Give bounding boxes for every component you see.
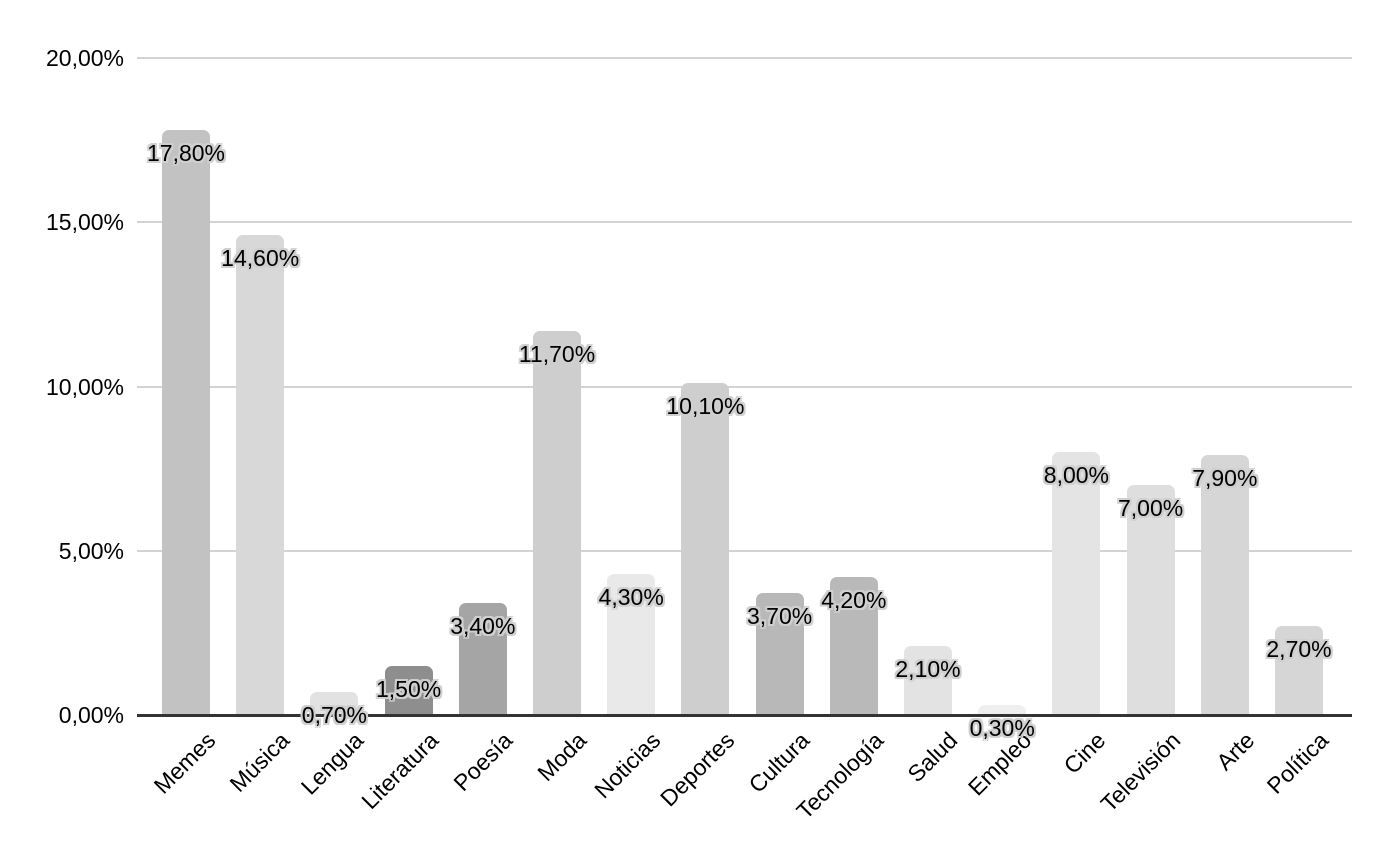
value-label-tecnologia: 4,20%	[821, 587, 887, 614]
value-label-cine: 8,00%	[1043, 462, 1109, 489]
value-label-politica: 2,70%	[1266, 636, 1332, 663]
value-label-poesia: 3,40%	[450, 613, 516, 640]
x-axis-label-politica: Política	[1261, 727, 1334, 799]
y-axis-tick: 5,00%	[58, 537, 124, 564]
bar-salud	[904, 646, 952, 715]
value-label-cultura: 3,70%	[746, 603, 813, 630]
value-label-salud: 2,10%	[895, 656, 961, 682]
x-axis-label-arte: Arte	[1210, 727, 1260, 776]
x-axis-label-poesia: Poesía	[448, 727, 518, 797]
x-axis-label-musica: Música	[224, 727, 295, 797]
value-label-memes: 17,80%	[146, 140, 226, 167]
x-axis-line	[137, 714, 1352, 717]
bar-deportes	[681, 383, 730, 715]
value-label-lengua: 0,70%	[301, 702, 367, 728]
bar-cine	[1052, 452, 1101, 715]
bar-literatura	[384, 665, 433, 715]
bar-lengua	[310, 692, 359, 715]
gridline-5	[137, 549, 1352, 552]
value-label-television: 7,00%	[1117, 495, 1184, 522]
x-axis-label-television: Televisión	[1095, 727, 1185, 817]
bar-arte	[1200, 455, 1249, 715]
bar-musica	[236, 235, 285, 715]
bar-empleo	[978, 705, 1027, 715]
x-axis-label-memes: Memes	[148, 727, 221, 799]
value-label-moda: 11,70%	[518, 340, 596, 367]
bar-tecnologia	[829, 577, 878, 715]
y-axis-tick: 0,00%	[58, 702, 124, 728]
bar-noticias	[607, 573, 656, 715]
value-label-empleo: 0,30%	[969, 715, 1035, 742]
x-axis-label-cultura: Cultura	[743, 727, 814, 798]
bar-television	[1126, 485, 1175, 715]
y-axis-tick: 15,00%	[45, 209, 124, 236]
value-label-noticias: 4,30%	[598, 583, 664, 610]
x-axis-label-salud: Salud	[902, 727, 963, 787]
x-axis-label-literatura: Literatura	[355, 727, 443, 815]
bar-moda	[533, 330, 581, 715]
value-label-arte: 7,90%	[1192, 465, 1258, 492]
bar-cultura	[755, 593, 804, 715]
y-axis-tick: 20,00%	[45, 45, 124, 71]
x-axis-label-empleo: Empleo	[963, 727, 1037, 801]
x-axis-label-deportes: Deportes	[655, 727, 740, 812]
bar-poesia	[458, 603, 507, 715]
gridline-20	[137, 57, 1352, 59]
x-axis-label-tecnologia: Tecnología	[791, 727, 889, 825]
x-axis-label-cine: Cine	[1058, 727, 1111, 779]
value-label-musica: 14,60%	[221, 245, 300, 272]
value-label-deportes: 10,10%	[666, 393, 745, 420]
x-axis-label-lengua: Lengua	[296, 727, 369, 800]
gridline-15	[137, 221, 1352, 224]
x-axis-label-noticias: Noticias	[589, 727, 666, 804]
gridline-10	[137, 385, 1352, 388]
bar-politica	[1275, 626, 1323, 715]
bar-memes	[162, 130, 210, 715]
x-axis-label-moda: Moda	[532, 727, 592, 787]
value-label-literatura: 1,50%	[375, 675, 442, 702]
y-axis-tick: 10,00%	[45, 373, 124, 400]
